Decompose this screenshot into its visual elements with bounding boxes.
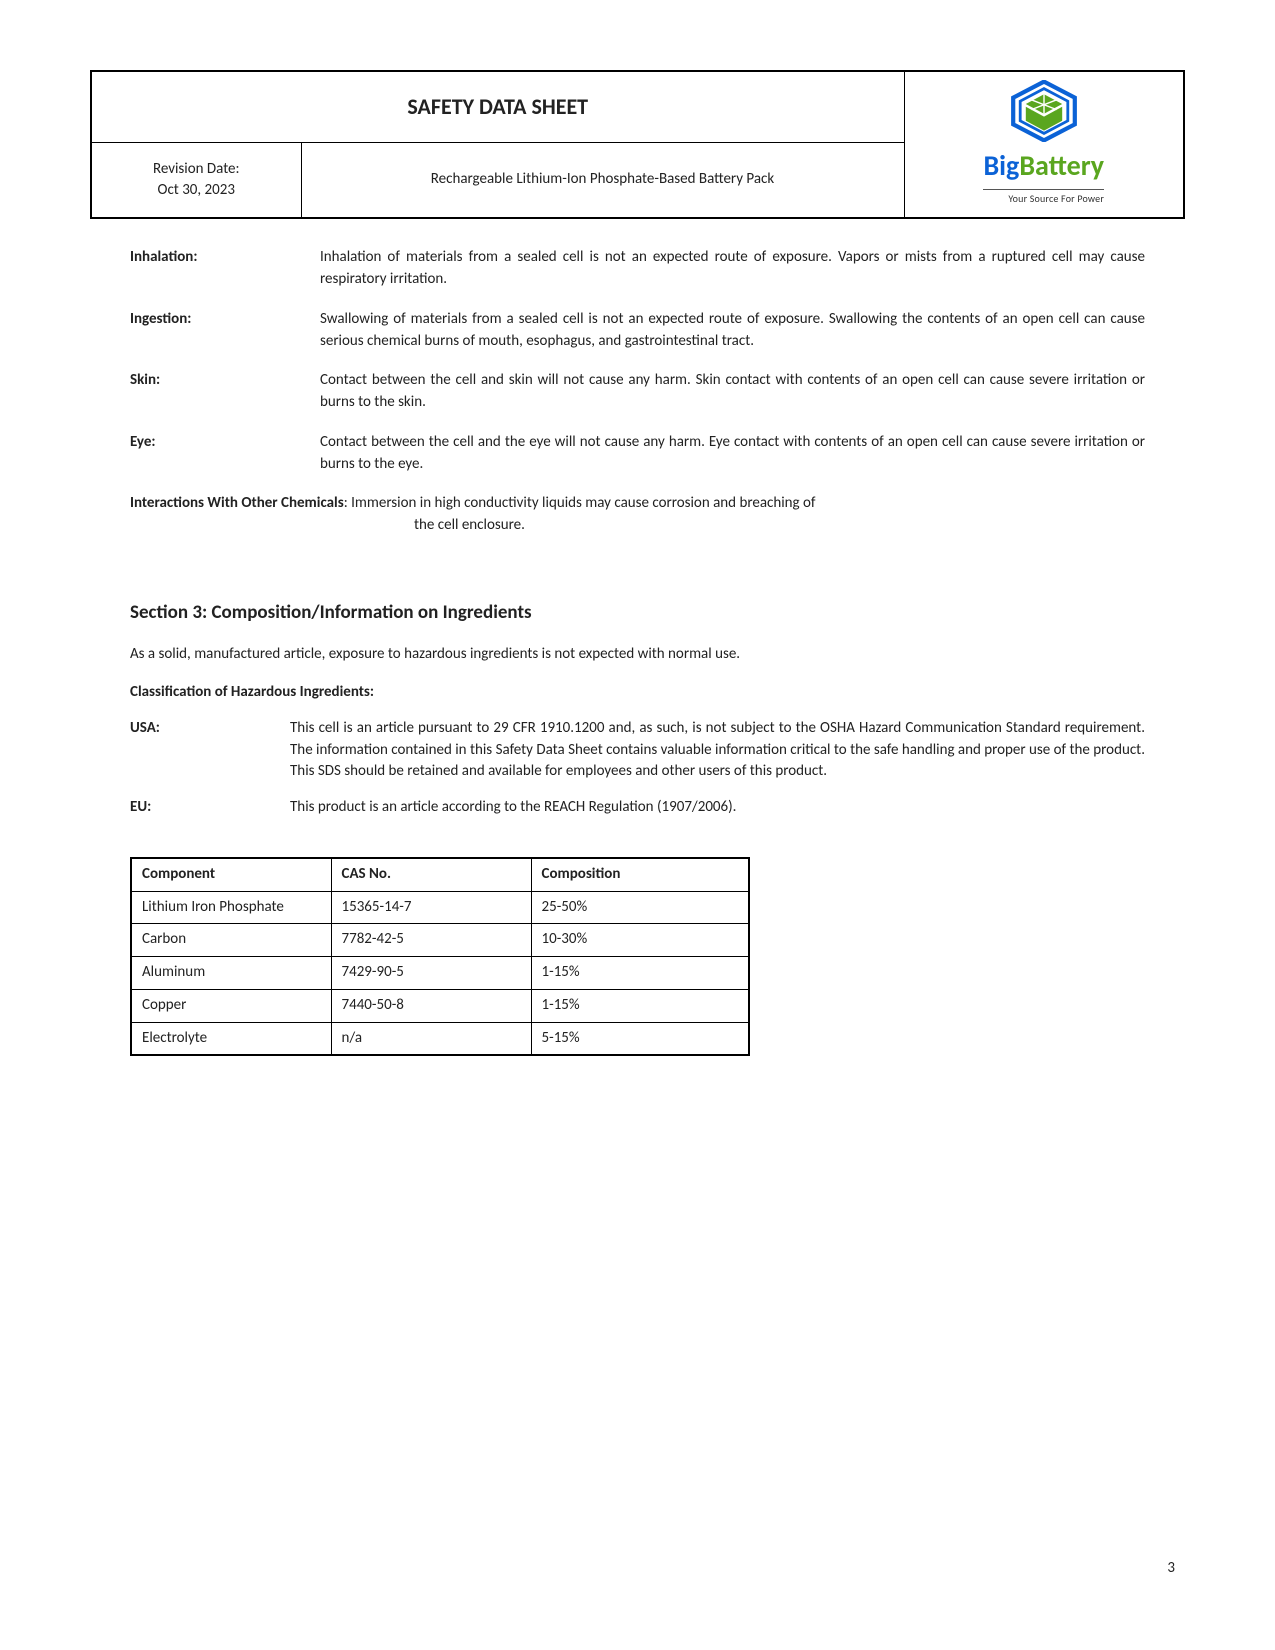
table-row: Carbon7782-42-510-30% [131,924,749,957]
interactions-lead: Interactions With Other Chemicals [130,494,344,512]
table-row: Electrolyten/a5-15% [131,1022,749,1055]
hazard-text: Contact between the cell and the eye wil… [320,432,1145,476]
table-cell: 5-15% [531,1022,749,1055]
doc-subtitle: Rechargeable Lithium-Ion Phosphate-Based… [301,143,904,219]
hex-cube-icon [1009,80,1079,142]
hazard-row: Skin:Contact between the cell and skin w… [130,370,1145,414]
interactions-text-cont: the cell enclosure. [130,515,1145,537]
region-text: This product is an article according to … [290,797,1145,819]
table-cell: 10-30% [531,924,749,957]
table-cell: n/a [331,1022,531,1055]
table-column-header: Component [131,858,331,891]
hazard-text: Contact between the cell and skin will n… [320,370,1145,414]
table-cell: 15365-14-7 [331,891,531,924]
brand-name-right: Battery [1019,148,1104,183]
section3-intro: As a solid, manufactured article, exposu… [130,644,1145,666]
revision-date: Oct 30, 2023 [158,181,235,199]
table-row: Copper7440-50-81-15% [131,989,749,1022]
table-row: Lithium Iron Phosphate15365-14-725-50% [131,891,749,924]
table-cell: Electrolyte [131,1022,331,1055]
table-cell: 1-15% [531,957,749,990]
table-cell: 7782-42-5 [331,924,531,957]
hazards-list: Inhalation:Inhalation of materials from … [130,247,1145,475]
doc-title: SAFETY DATA SHEET [91,71,904,143]
revision-cell: Revision Date: Oct 30, 2023 [91,143,301,219]
brand-name: BigBattery [983,146,1104,187]
revision-label: Revision Date: [153,160,240,178]
classification-heading: Classification of Hazardous Ingredients: [130,682,1145,704]
brand-tagline: Your Source For Power [983,189,1104,207]
table-body: Lithium Iron Phosphate15365-14-725-50%Ca… [131,891,749,1055]
interactions-block: Interactions With Other Chemicals: Immer… [130,493,1145,537]
table-cell: 7440-50-8 [331,989,531,1022]
page-content: Inhalation:Inhalation of materials from … [90,247,1185,1056]
table-cell: 25-50% [531,891,749,924]
hazard-label: Ingestion: [130,309,320,353]
interactions-text-first: : Immersion in high conductivity liquids… [344,494,816,512]
region-text: This cell is an article pursuant to 29 C… [290,718,1145,783]
section3-heading: Section 3: Composition/Information on In… [130,599,1145,627]
table-cell: 1-15% [531,989,749,1022]
hazard-label: Eye: [130,432,320,476]
hazard-label: Inhalation: [130,247,320,291]
table-cell: Carbon [131,924,331,957]
brand-name-left: Big [983,148,1019,183]
document-header: SAFETY DATA SHEET [90,70,1185,219]
hazard-label: Skin: [130,370,320,414]
brand-logo: BigBattery Your Source For Power [983,80,1104,206]
table-cell: 7429-90-5 [331,957,531,990]
table-column-header: CAS No. [331,858,531,891]
table-header-row: ComponentCAS No.Composition [131,858,749,891]
table-column-header: Composition [531,858,749,891]
hazard-row: Inhalation:Inhalation of materials from … [130,247,1145,291]
hazard-text: Inhalation of materials from a sealed ce… [320,247,1145,291]
hazard-text: Swallowing of materials from a sealed ce… [320,309,1145,353]
hazard-row: Ingestion:Swallowing of materials from a… [130,309,1145,353]
table-row: Aluminum7429-90-51-15% [131,957,749,990]
region-row: USA:This cell is an article pursuant to … [130,718,1145,783]
table-cell: Lithium Iron Phosphate [131,891,331,924]
page-number: 3 [1167,1558,1175,1580]
region-row: EU:This product is an article according … [130,797,1145,819]
brand-logo-cell: BigBattery Your Source For Power [904,71,1184,218]
hazard-row: Eye:Contact between the cell and the eye… [130,432,1145,476]
region-label: EU: [130,797,290,819]
composition-table: ComponentCAS No.Composition Lithium Iron… [130,857,750,1057]
table-cell: Aluminum [131,957,331,990]
regions-list: USA:This cell is an article pursuant to … [130,718,1145,819]
region-label: USA: [130,718,290,783]
table-cell: Copper [131,989,331,1022]
